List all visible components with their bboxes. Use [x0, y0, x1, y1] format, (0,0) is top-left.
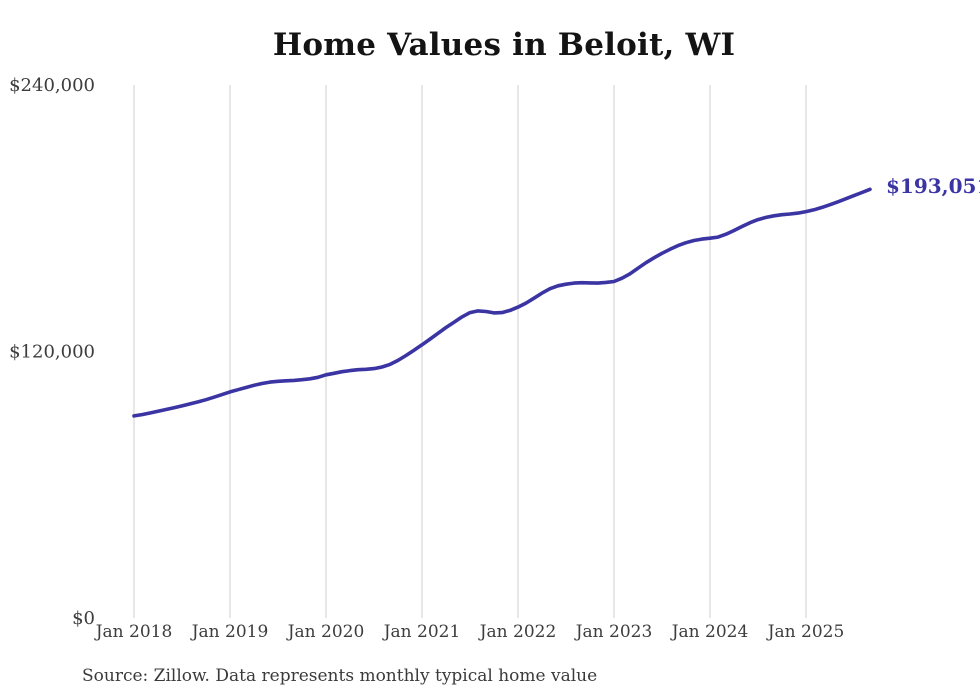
chart-title: Home Values in Beloit, WI [272, 27, 736, 63]
y-axis-tick-label: $0 [72, 608, 95, 629]
source-note: Source: Zillow. Data represents monthly … [82, 666, 598, 686]
y-axis-tick-label: $240,000 [9, 75, 95, 96]
x-axis-tick-label: Jan 2023 [574, 622, 653, 642]
x-axis-tick-label: Jan 2019 [190, 622, 269, 642]
x-axis-tick-label: Jan 2022 [478, 622, 557, 642]
x-axis-tick-label: Jan 2025 [766, 622, 845, 642]
x-axis-tick-label: Jan 2020 [286, 622, 365, 642]
latest-value-annotation: $193,051 [886, 174, 980, 198]
x-axis-tick-label: Jan 2024 [670, 622, 749, 642]
y-axis-tick-label: $120,000 [9, 342, 95, 363]
x-axis-tick-label: Jan 2021 [382, 622, 461, 642]
home-value-line [132, 187, 872, 418]
x-axis-tick-label: Jan 2018 [94, 622, 173, 642]
